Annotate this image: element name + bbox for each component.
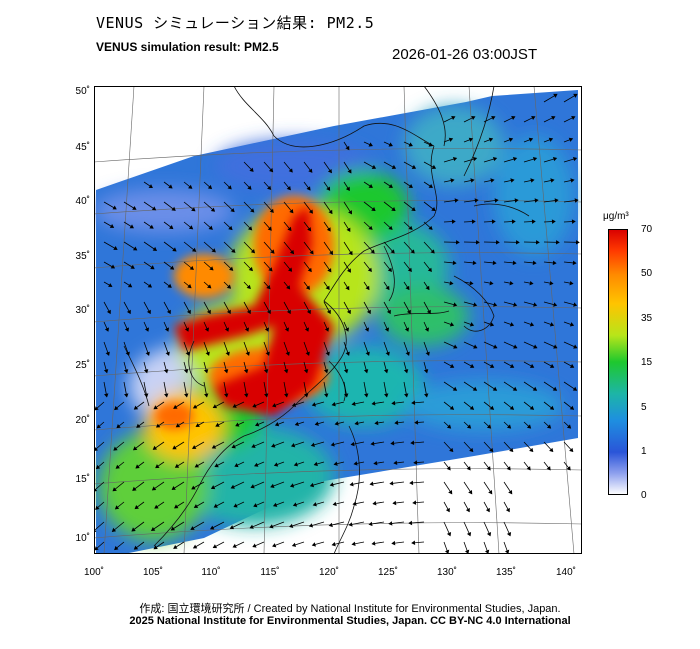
lat-label-10: 10˚ xyxy=(75,533,90,544)
lon-label-140: 140˚ xyxy=(555,567,576,578)
credit-line-1: 作成: 国立環境研究所 / Created by National Instit… xyxy=(139,603,561,615)
credit-line-2: 2025 National Institute for Environmenta… xyxy=(129,615,571,627)
colorbar-tick-50: 50 xyxy=(641,268,653,279)
lon-label-110: 110˚ xyxy=(201,567,221,578)
lon-label-130: 130˚ xyxy=(436,567,457,578)
lat-label-45: 45˚ xyxy=(75,142,90,153)
lon-label-125: 125˚ xyxy=(377,567,398,578)
lon-label-105: 105˚ xyxy=(142,567,163,578)
wind-vectors xyxy=(94,93,580,554)
colorbar-tick-70: 70 xyxy=(641,224,653,235)
lat-label-25: 25˚ xyxy=(75,360,90,371)
lat-label-15: 15˚ xyxy=(75,474,90,485)
lat-label-30: 30˚ xyxy=(75,305,90,316)
title-japanese: VENUS シミュレーション結果: PM2.5 xyxy=(96,14,375,32)
timestamp: 2026-01-26 03:00JST xyxy=(392,46,538,63)
colorbar-tick-5: 5 xyxy=(641,402,647,413)
lon-label-100: 100˚ xyxy=(83,567,104,578)
title-english: VENUS simulation result: PM2.5 xyxy=(96,40,279,54)
lon-label-135: 135˚ xyxy=(495,567,516,578)
colorbar-tick-0: 0 xyxy=(641,490,647,501)
lon-label-115: 115˚ xyxy=(260,567,280,578)
lat-label-40: 40˚ xyxy=(75,196,90,207)
lat-label-50: 50˚ xyxy=(75,86,90,97)
lat-label-35: 35˚ xyxy=(75,251,90,262)
colorbar xyxy=(608,229,628,495)
colorbar-tick-1: 1 xyxy=(641,446,647,457)
pm25-map xyxy=(94,86,582,554)
colorbar-tick-15: 15 xyxy=(641,357,653,368)
lat-label-20: 20˚ xyxy=(75,415,90,426)
concentration-field xyxy=(94,90,578,554)
colorbar-tick-35: 35 xyxy=(641,313,653,324)
colorbar-unit: μg/m³ xyxy=(603,211,629,222)
lon-label-120: 120˚ xyxy=(318,567,339,578)
